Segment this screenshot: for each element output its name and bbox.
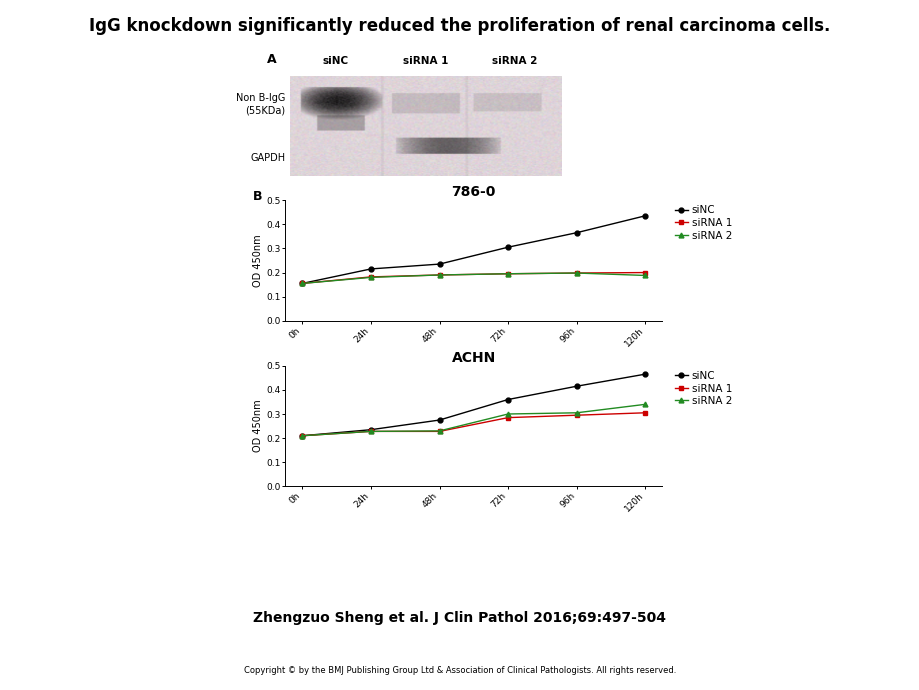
siRNA 2 (571, 269, 582, 277)
siNC (571, 228, 582, 237)
siRNA 1 (639, 268, 650, 277)
siRNA 1 (434, 270, 445, 279)
Line: siRNA 2: siRNA 2 (300, 402, 647, 438)
siNC (297, 432, 308, 440)
Y-axis label: OD 450nm: OD 450nm (253, 400, 263, 453)
Text: siRNA 1: siRNA 1 (403, 56, 448, 66)
siRNA 1 (502, 270, 513, 278)
siRNA 2 (434, 270, 445, 279)
siRNA 1 (297, 432, 308, 440)
siRNA 1 (365, 427, 376, 435)
siNC (639, 370, 650, 378)
Y-axis label: OD 450nm: OD 450nm (253, 234, 263, 287)
siNC (502, 395, 513, 404)
siNC (434, 416, 445, 424)
siRNA 2 (297, 279, 308, 288)
Line: siRNA 1: siRNA 1 (300, 270, 647, 286)
siRNA 1 (434, 427, 445, 435)
siRNA 2 (502, 270, 513, 278)
siRNA 2 (365, 427, 376, 435)
siRNA 1 (639, 408, 650, 417)
Legend: siNC, siRNA 1, siRNA 2: siNC, siRNA 1, siRNA 2 (675, 206, 732, 241)
siNC (297, 279, 308, 288)
siRNA 1 (571, 411, 582, 420)
Line: siRNA 2: siRNA 2 (300, 270, 647, 286)
Line: siNC: siNC (300, 213, 647, 286)
siRNA 1 (365, 273, 376, 281)
Line: siNC: siNC (300, 372, 647, 438)
siRNA 2 (365, 273, 376, 282)
Text: siNC: siNC (323, 56, 348, 66)
Text: Zhengzuo Sheng et al. J Clin Pathol 2016;69:497-504: Zhengzuo Sheng et al. J Clin Pathol 2016… (254, 611, 665, 624)
siRNA 1 (502, 413, 513, 422)
siRNA 1 (571, 269, 582, 277)
siNC (639, 212, 650, 220)
siRNA 2 (297, 432, 308, 440)
siRNA 1 (297, 279, 308, 288)
Text: Copyright © by the BMJ Publishing Group Ltd & Association of Clinical Pathologis: Copyright © by the BMJ Publishing Group … (244, 666, 675, 675)
Text: IgG knockdown significantly reduced the proliferation of renal carcinoma cells.: IgG knockdown significantly reduced the … (89, 17, 830, 35)
Text: siRNA 2: siRNA 2 (492, 56, 538, 66)
Text: JCP: JCP (827, 644, 866, 663)
Text: A: A (267, 52, 276, 66)
siRNA 2 (639, 400, 650, 408)
siNC (434, 260, 445, 268)
siNC (571, 382, 582, 391)
Title: 786-0: 786-0 (451, 185, 495, 199)
Text: B: B (253, 190, 262, 203)
Legend: siNC, siRNA 1, siRNA 2: siNC, siRNA 1, siRNA 2 (675, 371, 732, 406)
siRNA 2 (571, 408, 582, 417)
siRNA 2 (434, 426, 445, 435)
Line: siRNA 1: siRNA 1 (300, 411, 647, 438)
Text: GAPDH: GAPDH (250, 153, 285, 163)
Text: Non B-IgG
(55KDa): Non B-IgG (55KDa) (235, 92, 285, 115)
siNC (365, 265, 376, 273)
Title: ACHN: ACHN (451, 351, 495, 364)
siNC (502, 243, 513, 251)
siRNA 2 (639, 271, 650, 279)
siNC (365, 426, 376, 434)
siRNA 2 (502, 410, 513, 418)
